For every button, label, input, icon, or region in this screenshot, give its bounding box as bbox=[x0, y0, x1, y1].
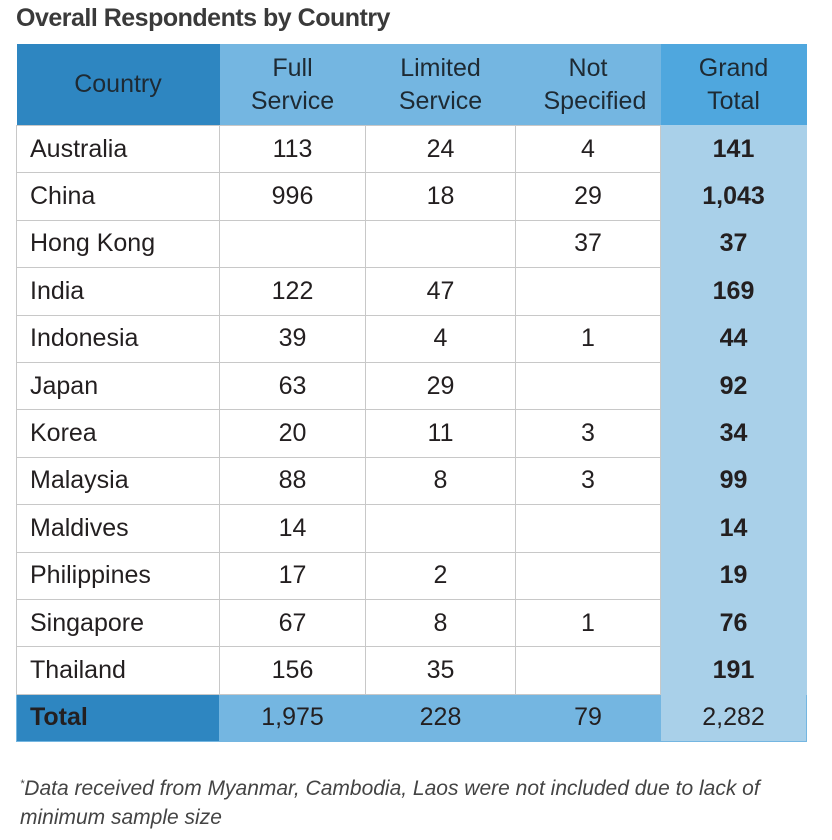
value-cell: 2 bbox=[365, 551, 516, 600]
table-row: Australia 113 24 4 141 bbox=[16, 124, 807, 174]
value-cell: 63 bbox=[219, 361, 366, 411]
country-cell: India bbox=[16, 267, 220, 316]
value-cell: 2,282 bbox=[660, 693, 807, 742]
value-cell bbox=[515, 646, 661, 695]
footnote: *Data received from Myanmar, Cambodia, L… bbox=[20, 770, 800, 832]
value-cell: 37 bbox=[660, 219, 807, 269]
value-cell: 8 bbox=[365, 598, 516, 648]
value-cell: 8 bbox=[365, 456, 516, 506]
value-cell: 76 bbox=[660, 598, 807, 648]
country-cell: Japan bbox=[16, 361, 220, 411]
value-cell: 228 bbox=[365, 693, 516, 742]
value-cell: 191 bbox=[660, 646, 807, 695]
value-cell bbox=[515, 504, 661, 553]
value-cell: 156 bbox=[219, 646, 366, 695]
value-cell bbox=[515, 551, 661, 600]
value-cell: 141 bbox=[660, 124, 807, 174]
table-row: Singapore 67 8 1 76 bbox=[16, 598, 807, 648]
footnote-marker: * bbox=[20, 778, 25, 790]
footnote-text: Data received from Myanmar, Cambodia, La… bbox=[20, 777, 760, 829]
value-cell: 29 bbox=[365, 361, 516, 411]
column-header: Not Specified bbox=[515, 44, 661, 126]
value-cell: 34 bbox=[660, 409, 807, 458]
value-cell bbox=[515, 361, 661, 411]
country-cell: Total bbox=[16, 693, 220, 742]
table-title: Overall Respondents by Country bbox=[16, 4, 390, 32]
value-cell: 113 bbox=[219, 124, 366, 174]
value-cell: 17 bbox=[219, 551, 366, 600]
value-cell: 1,975 bbox=[219, 693, 366, 742]
value-cell: 4 bbox=[515, 124, 661, 174]
country-cell: Maldives bbox=[16, 504, 220, 553]
column-header: Grand Total bbox=[660, 44, 807, 126]
table-row: Indonesia 39 4 1 44 bbox=[16, 314, 807, 363]
table-row: Maldives 14 14 bbox=[16, 504, 807, 553]
value-cell: 3 bbox=[515, 456, 661, 506]
total-row: Total 1,975 228 79 2,282 bbox=[16, 693, 807, 742]
value-cell: 4 bbox=[365, 314, 516, 363]
value-cell bbox=[515, 267, 661, 316]
value-cell: 19 bbox=[660, 551, 807, 600]
value-cell: 14 bbox=[660, 504, 807, 553]
value-cell: 18 bbox=[365, 172, 516, 221]
value-cell: 3 bbox=[515, 409, 661, 458]
table-row: China 996 18 29 1,043 bbox=[16, 172, 807, 221]
value-cell: 24 bbox=[365, 124, 516, 174]
country-cell: Hong Kong bbox=[16, 219, 220, 269]
value-cell: 14 bbox=[219, 504, 366, 553]
table-row: Japan 63 29 92 bbox=[16, 361, 807, 411]
header-row: Country Full Service Limited Service Not Sp… bbox=[16, 44, 807, 126]
value-cell: 1 bbox=[515, 314, 661, 363]
table-row: Malaysia 88 8 3 99 bbox=[16, 456, 807, 506]
table-row: Philippines 17 2 19 bbox=[16, 551, 807, 600]
value-cell: 20 bbox=[219, 409, 366, 458]
country-cell: Indonesia bbox=[16, 314, 220, 363]
value-cell bbox=[219, 219, 366, 269]
value-cell: 39 bbox=[219, 314, 366, 363]
value-cell bbox=[365, 219, 516, 269]
column-header: Country bbox=[16, 44, 220, 126]
value-cell: 99 bbox=[660, 456, 807, 506]
column-header: Full Service bbox=[219, 44, 366, 126]
value-cell: 11 bbox=[365, 409, 516, 458]
country-cell: China bbox=[16, 172, 220, 221]
respondents-table: Country Full Service Limited Service Not Sp… bbox=[16, 44, 807, 742]
value-cell: 1,043 bbox=[660, 172, 807, 221]
value-cell: 122 bbox=[219, 267, 366, 316]
country-cell: Malaysia bbox=[16, 456, 220, 506]
country-cell: Philippines bbox=[16, 551, 220, 600]
value-cell: 29 bbox=[515, 172, 661, 221]
value-cell: 35 bbox=[365, 646, 516, 695]
value-cell: 92 bbox=[660, 361, 807, 411]
value-cell bbox=[365, 504, 516, 553]
column-header: Limited Service bbox=[365, 44, 516, 126]
value-cell: 88 bbox=[219, 456, 366, 506]
table-row: India 122 47 169 bbox=[16, 267, 807, 316]
value-cell: 996 bbox=[219, 172, 366, 221]
value-cell: 1 bbox=[515, 598, 661, 648]
value-cell: 79 bbox=[515, 693, 661, 742]
country-cell: Singapore bbox=[16, 598, 220, 648]
value-cell: 47 bbox=[365, 267, 516, 316]
value-cell: 169 bbox=[660, 267, 807, 316]
value-cell: 44 bbox=[660, 314, 807, 363]
table-row: Hong Kong 37 37 bbox=[16, 219, 807, 269]
table-row: Korea 20 11 3 34 bbox=[16, 409, 807, 458]
country-cell: Thailand bbox=[16, 646, 220, 695]
table-row: Thailand 156 35 191 bbox=[16, 646, 807, 695]
value-cell: 37 bbox=[515, 219, 661, 269]
country-cell: Australia bbox=[16, 124, 220, 174]
value-cell: 67 bbox=[219, 598, 366, 648]
country-cell: Korea bbox=[16, 409, 220, 458]
